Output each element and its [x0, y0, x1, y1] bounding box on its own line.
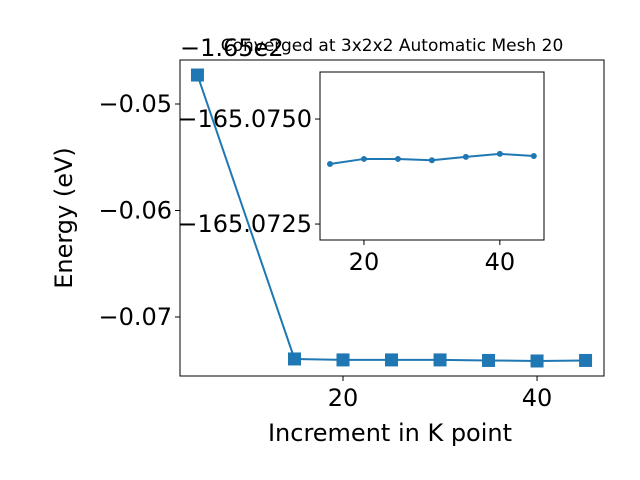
marker	[287, 352, 301, 366]
series-line	[196, 74, 586, 362]
y-tick-label: −0.05	[98, 90, 172, 118]
y-tick-label: −0.06	[98, 196, 172, 224]
x-axis-label: Increment in K point	[268, 419, 512, 447]
marker	[385, 353, 399, 367]
x-tick-label: 20	[328, 384, 359, 412]
y-tick-label: −165.0725	[177, 210, 312, 238]
marker	[428, 157, 435, 164]
x-tick-label: 40	[522, 384, 553, 412]
marker	[579, 353, 593, 367]
marker	[326, 160, 333, 167]
marker	[462, 153, 469, 160]
marker	[482, 353, 496, 367]
y-tick-label: −165.0750	[177, 105, 312, 133]
marker	[360, 155, 367, 162]
offset-text: −1.65e2	[180, 34, 284, 62]
x-tick-label: 20	[349, 248, 380, 276]
chart-title: Converged at 3x2x2 Automatic Mesh 20	[221, 36, 564, 56]
plot-area	[319, 71, 545, 241]
marker	[336, 353, 350, 367]
y-tick-label: −0.07	[98, 303, 172, 331]
marker	[496, 150, 503, 157]
marker	[530, 354, 544, 368]
marker	[433, 353, 447, 367]
marker	[190, 68, 204, 82]
x-tick-label: 40	[485, 248, 516, 276]
y-axis-label: Energy (eV)	[50, 147, 78, 289]
marker	[530, 153, 537, 159]
marker	[394, 155, 401, 162]
